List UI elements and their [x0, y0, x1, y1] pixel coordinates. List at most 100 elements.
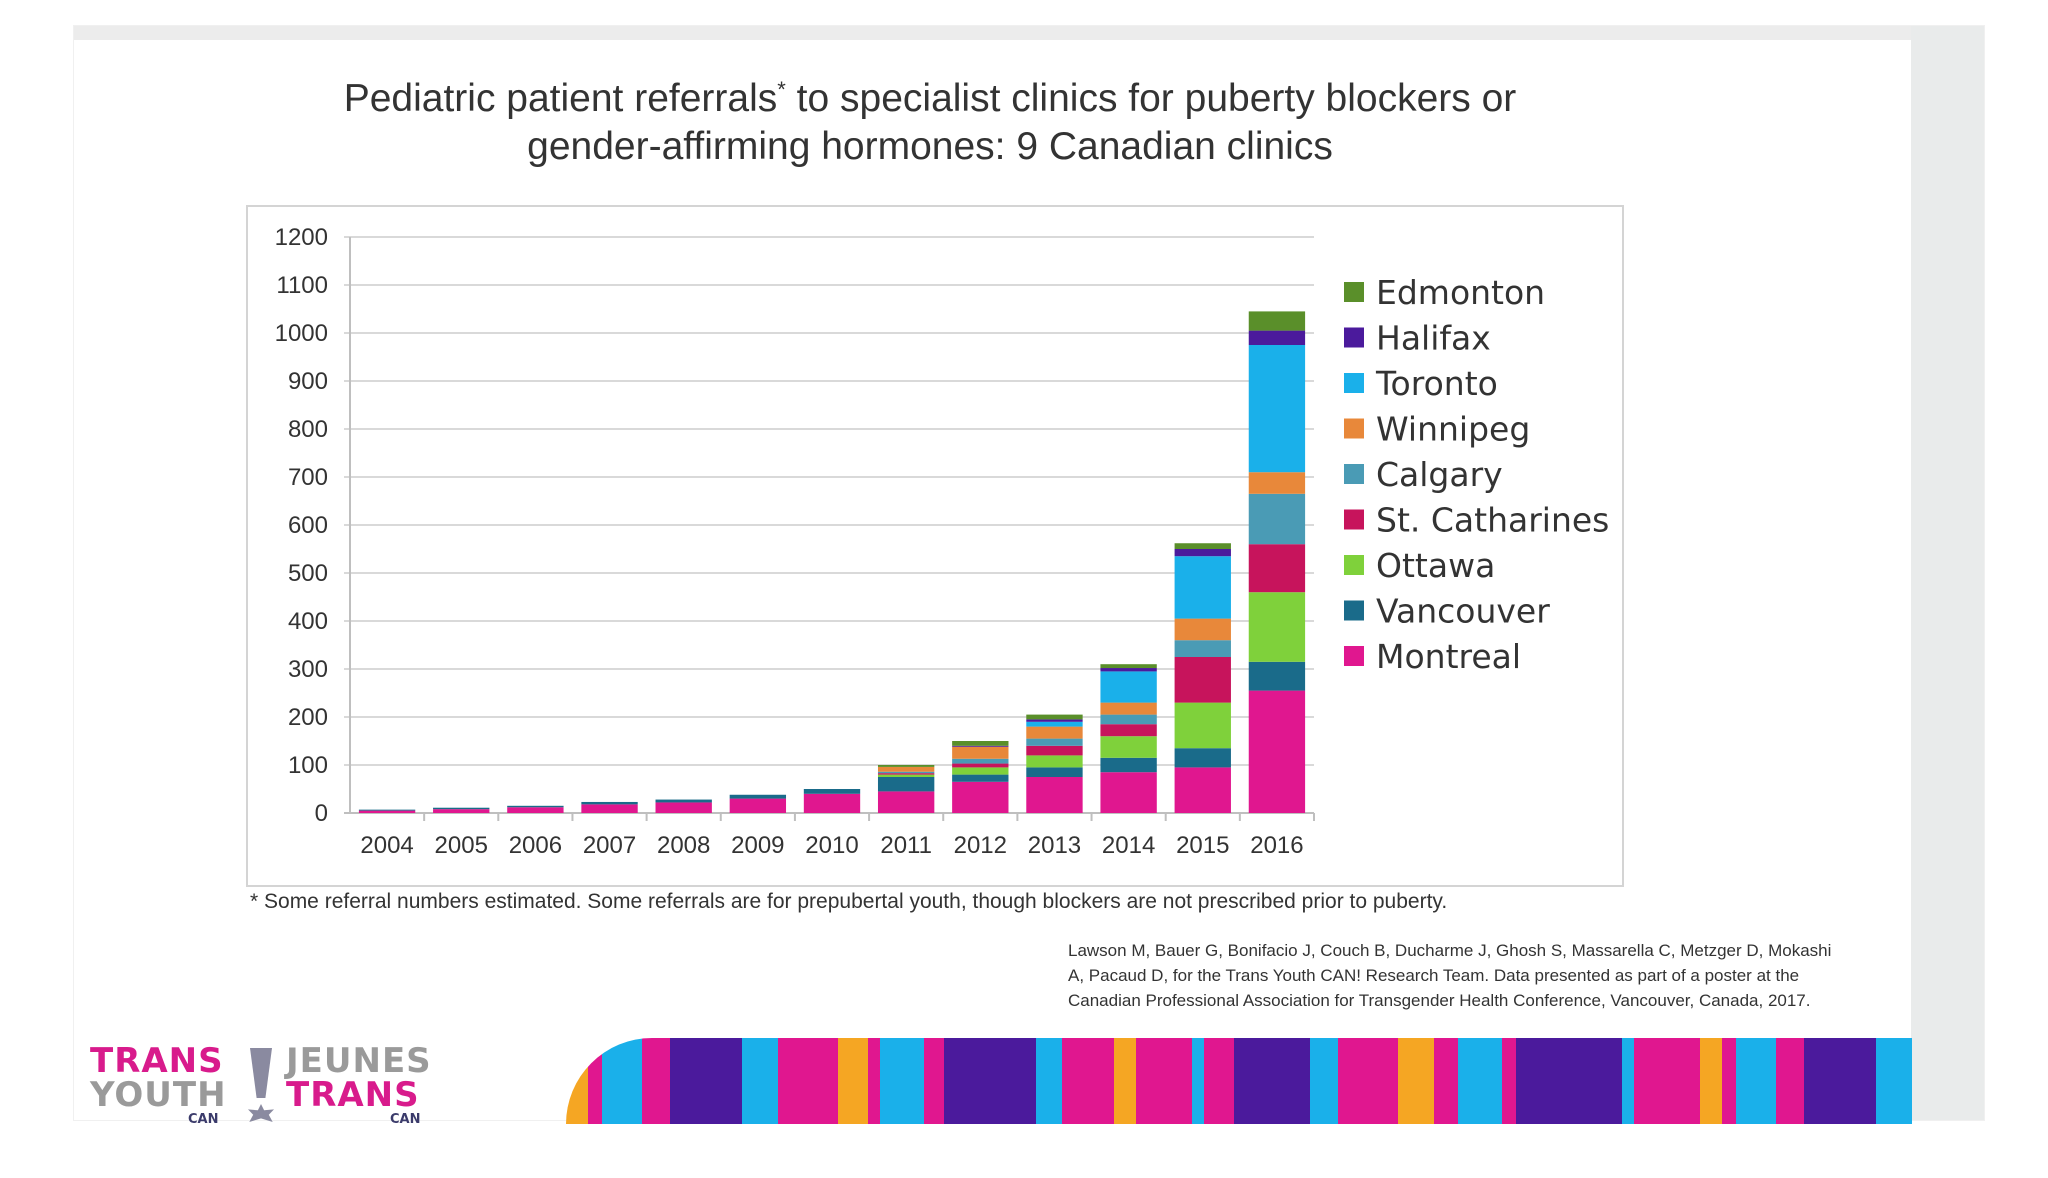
x-tick-label: 2015	[1176, 832, 1229, 859]
bar-segment-edmonton-2011	[877, 765, 935, 767]
legend-label-st-catharines: St. Catharines	[1376, 501, 1609, 540]
bar-segment-calgary-2015	[1174, 640, 1231, 657]
bar-segment-montreal-2015	[1174, 767, 1231, 813]
stripe	[1568, 1038, 1622, 1124]
stripe	[1814, 1038, 1860, 1124]
title-line2: gender-affirming hormones: 9 Canadian cl…	[527, 125, 1333, 168]
bar-segment-vancouver-2011	[877, 777, 935, 792]
stripe	[602, 1038, 642, 1124]
stripe	[1548, 1038, 1568, 1124]
legend-label-montreal: Montreal	[1376, 637, 1521, 676]
bar-segment-toronto-2016	[1248, 345, 1306, 473]
stripe	[742, 1038, 778, 1124]
logo-fr-line1: JEUNES	[286, 1041, 432, 1081]
bar-segment-edmonton-2016	[1248, 311, 1306, 331]
legend-swatch-vancouver	[1344, 600, 1364, 621]
bar-segment-vancouver-2014	[1100, 757, 1157, 773]
legend-swatch-st-catharines	[1344, 509, 1364, 530]
slide-top-band	[74, 26, 1984, 40]
bar-segment-ottawa-2011	[877, 774, 935, 777]
x-tick-label: 2004	[360, 832, 413, 859]
bar-segment-toronto-2014	[1100, 671, 1157, 703]
bar-segment-vancouver-2007	[581, 801, 638, 805]
stripe	[566, 1038, 588, 1124]
bar-segment-st-catharines-2012	[952, 763, 1009, 768]
bar-segment-st-catharines-2013	[1026, 745, 1083, 756]
bar-segment-winnipeg-2015	[1174, 618, 1231, 641]
bar-segment-ottawa-2013	[1026, 755, 1083, 768]
stripe	[978, 1038, 988, 1124]
stripe	[1398, 1038, 1434, 1124]
bar-segment-winnipeg-2014	[1100, 702, 1157, 715]
y-tick-label: 300	[288, 656, 328, 683]
y-tick-label: 1200	[275, 224, 328, 251]
bar-segment-winnipeg-2016	[1248, 472, 1306, 494]
y-tick-label: 600	[288, 512, 328, 539]
x-tick-label: 2005	[435, 832, 488, 859]
bar-segment-montreal-2008	[655, 802, 712, 813]
bar-segment-toronto-2015	[1174, 556, 1231, 619]
title-asterisk: *	[777, 77, 786, 102]
stripe	[944, 1038, 978, 1124]
logo-exclamation-icon	[250, 1048, 272, 1098]
x-tick-label: 2008	[657, 832, 710, 859]
x-tick-label: 2014	[1102, 832, 1155, 859]
legend-label-halifax: Halifax	[1376, 319, 1491, 358]
stripe	[1434, 1038, 1458, 1124]
bar-segment-vancouver-2008	[655, 799, 712, 803]
legend-label-winnipeg: Winnipeg	[1376, 410, 1530, 449]
bar-segment-halifax-2014	[1100, 668, 1157, 672]
chart-title: Pediatric patient referrals* to speciali…	[300, 66, 1560, 171]
bar-segment-vancouver-2006	[507, 805, 564, 808]
stacked-bar-chart: 0 100 200 300 400 500 600 700 800 900 1000 1100 1200…	[275, 224, 1610, 859]
legend-swatch-toronto	[1344, 373, 1364, 393]
bar-segment-st-catharines-2014	[1100, 724, 1157, 737]
bar-segment-halifax-2015	[1174, 549, 1231, 557]
stripe	[988, 1038, 1036, 1124]
bar-segment-montreal-2006	[507, 807, 564, 813]
stripe	[1062, 1038, 1076, 1124]
bar-segment-st-catharines-2011	[877, 773, 935, 775]
stripe	[1114, 1038, 1136, 1124]
stripe	[868, 1038, 880, 1124]
y-tick-label: 500	[288, 560, 328, 587]
citation-line-3: Canadian Professional Association for Tr…	[1068, 991, 1811, 1010]
stripe	[1252, 1038, 1294, 1124]
bar-segment-montreal-2012	[952, 781, 1009, 813]
bar-segment-halifax-2012	[952, 745, 1009, 747]
stripe	[786, 1038, 838, 1124]
stripe	[1736, 1038, 1776, 1124]
y-tick-label: 1100	[276, 272, 328, 299]
stripe	[924, 1038, 944, 1124]
stripe	[1310, 1038, 1338, 1124]
stripe	[642, 1038, 670, 1124]
legend-swatch-edmonton	[1344, 282, 1364, 302]
legend-label-edmonton: Edmonton	[1376, 273, 1545, 312]
logo-can-left: CAN	[188, 1112, 219, 1127]
logo-can-right: CAN	[390, 1112, 421, 1127]
stripe	[1076, 1038, 1114, 1124]
stripe	[1458, 1038, 1502, 1124]
bar-segment-ottawa-2012	[952, 767, 1009, 775]
stripe	[1776, 1038, 1804, 1124]
stripe	[1622, 1038, 1634, 1124]
stripe	[778, 1038, 786, 1124]
legend-label-ottawa: Ottawa	[1376, 546, 1495, 585]
stripe	[1388, 1038, 1398, 1124]
stripe	[726, 1038, 742, 1124]
stripe	[1502, 1038, 1516, 1124]
bar-segment-vancouver-2004	[358, 809, 416, 811]
stripe	[1804, 1038, 1814, 1124]
bar-segment-vancouver-2013	[1026, 767, 1083, 777]
y-tick-label: 800	[288, 416, 328, 443]
bar-segment-winnipeg-2011	[877, 766, 935, 772]
citation-line-2: A, Pacaud D, for the Trans Youth CAN! Re…	[1068, 966, 1800, 985]
bar-segment-montreal-2009	[729, 798, 787, 813]
title-line1-pre: Pediatric patient referrals	[343, 77, 778, 120]
stripe	[1036, 1038, 1062, 1124]
bar-segment-montreal-2005	[433, 809, 490, 813]
legend-label-vancouver: Vancouver	[1376, 592, 1550, 631]
trans-youth-can-logo: TRANS YOUTH JEUNES TRANS CAN CAN	[90, 1041, 450, 1127]
legend-label-calgary: Calgary	[1376, 455, 1503, 494]
y-tick-label: 400	[288, 608, 328, 635]
